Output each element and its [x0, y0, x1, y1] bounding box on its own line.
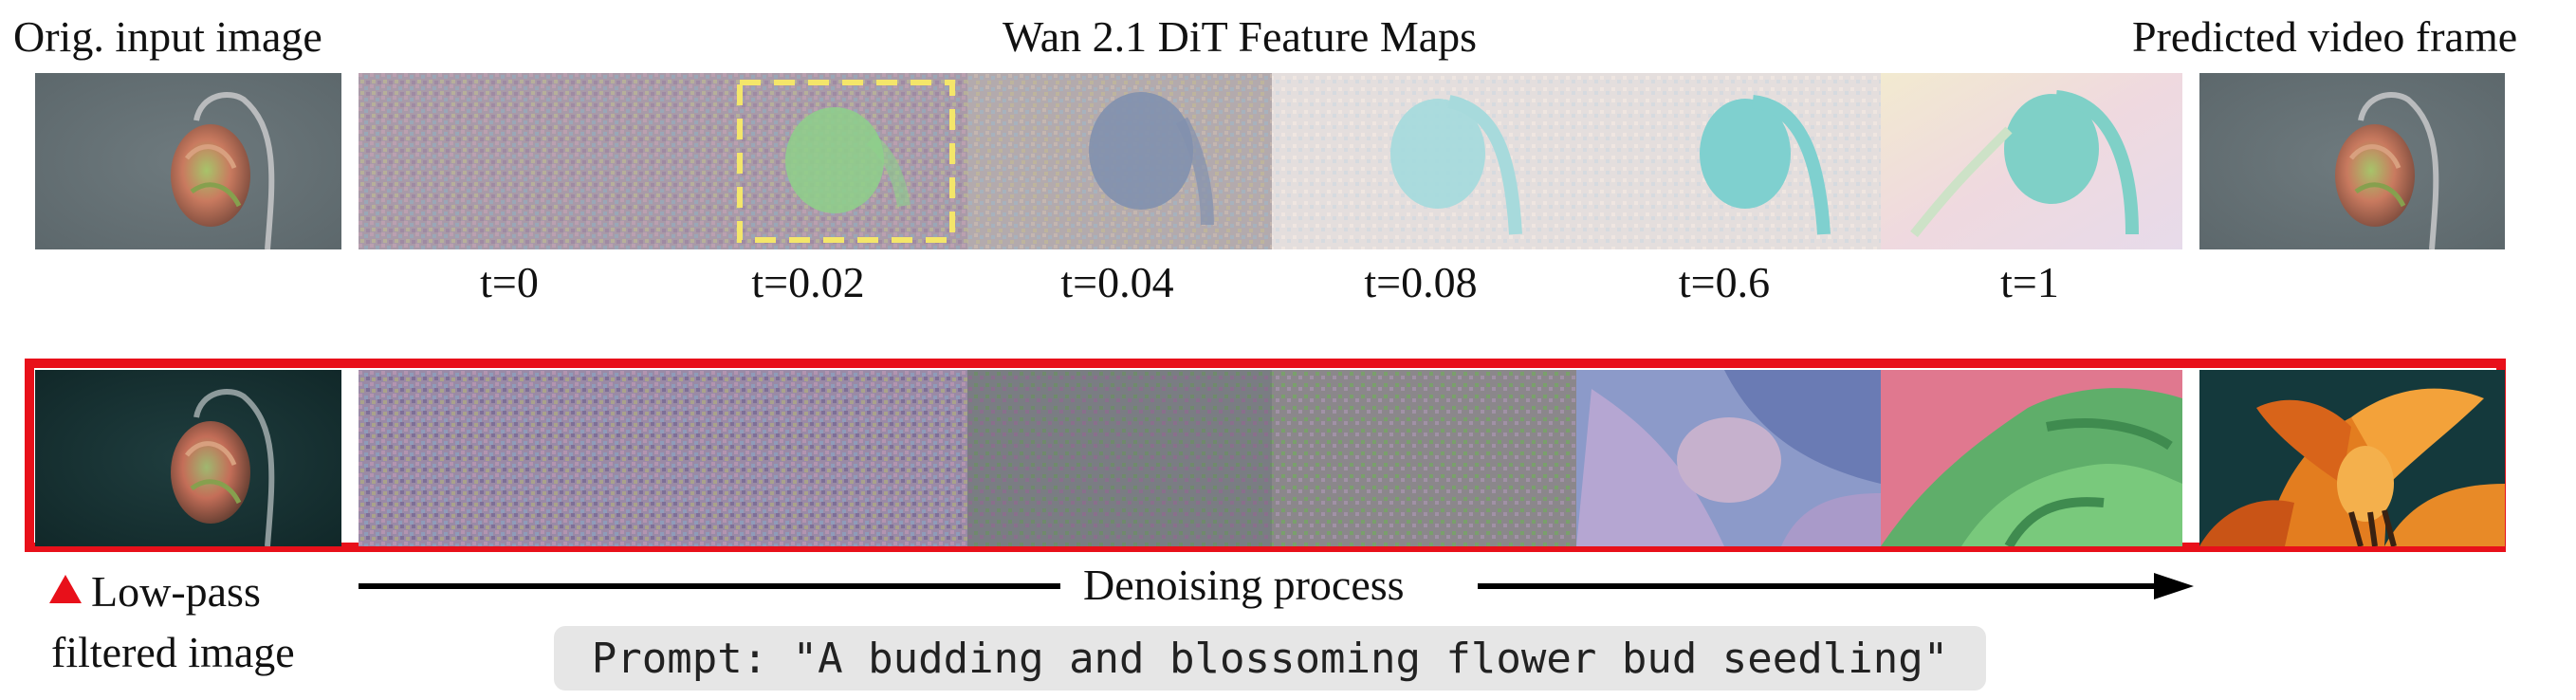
predicted-frame-bottom	[2199, 370, 2505, 546]
denoising-arrow	[359, 567, 2194, 605]
timestep-label: t=0.6	[1678, 258, 1771, 306]
feature-map-strip	[359, 73, 2182, 249]
timestep-label: t=0.04	[1060, 258, 1174, 306]
timestep-label: t=0	[480, 258, 539, 306]
low-pass-label-line1: Low-pass	[91, 567, 261, 616]
timestep-label: t=0.08	[1364, 258, 1478, 306]
low-pass-marker-triangle-icon	[47, 573, 83, 605]
orig-input-label: Orig. input image	[13, 12, 322, 61]
low-pass-input-image	[35, 370, 341, 546]
predicted-frame-label: Predicted video frame	[2132, 12, 2518, 61]
low-pass-label-line2: filtered image	[51, 628, 295, 676]
feature-maps-title: Wan 2.1 DiT Feature Maps	[1003, 12, 1478, 61]
timestep-label: t=1	[2000, 258, 2059, 306]
timestep-label: t=0.02	[751, 258, 865, 306]
denoising-process-label: Denoising process	[1083, 561, 1405, 609]
orig-input-image	[35, 73, 341, 249]
low-pass-feature-strip	[359, 370, 2182, 546]
prompt-box: Prompt: "A budding and blossoming flower…	[554, 626, 1986, 691]
predicted-frame-top	[2199, 73, 2505, 249]
